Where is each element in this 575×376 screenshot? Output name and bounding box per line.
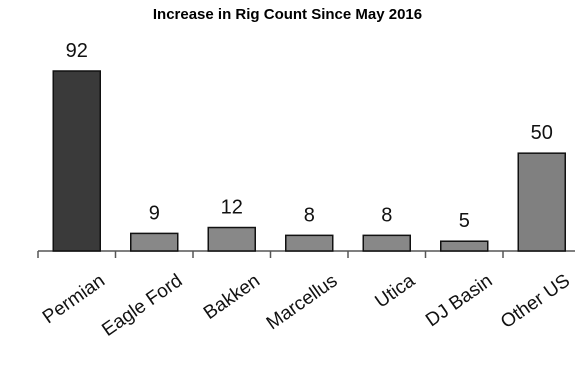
bar-other-us xyxy=(518,153,565,251)
bar-dj-basin xyxy=(441,241,488,251)
data-label: 5 xyxy=(459,210,470,232)
data-label: 92 xyxy=(66,40,88,62)
data-label: 50 xyxy=(531,122,553,144)
x-tick-label: Permian xyxy=(39,270,109,328)
bar-marcellus xyxy=(286,235,333,251)
x-tick-label: Eagle Ford xyxy=(98,270,186,341)
data-label: 8 xyxy=(304,204,315,226)
bar-eagle-ford xyxy=(131,233,178,251)
bar-permian xyxy=(53,71,100,251)
x-tick-label: Bakken xyxy=(200,270,264,324)
data-label: 8 xyxy=(381,204,392,226)
x-tick-label: Marcellus xyxy=(263,270,342,334)
data-label: 9 xyxy=(149,202,160,224)
x-tick-label: DJ Basin xyxy=(422,270,496,331)
x-tick-label: Utica xyxy=(371,270,419,312)
x-tick-label: Other US xyxy=(497,270,574,333)
bar-utica xyxy=(363,235,410,251)
bar-bakken xyxy=(208,228,255,251)
data-label: 12 xyxy=(221,197,243,219)
